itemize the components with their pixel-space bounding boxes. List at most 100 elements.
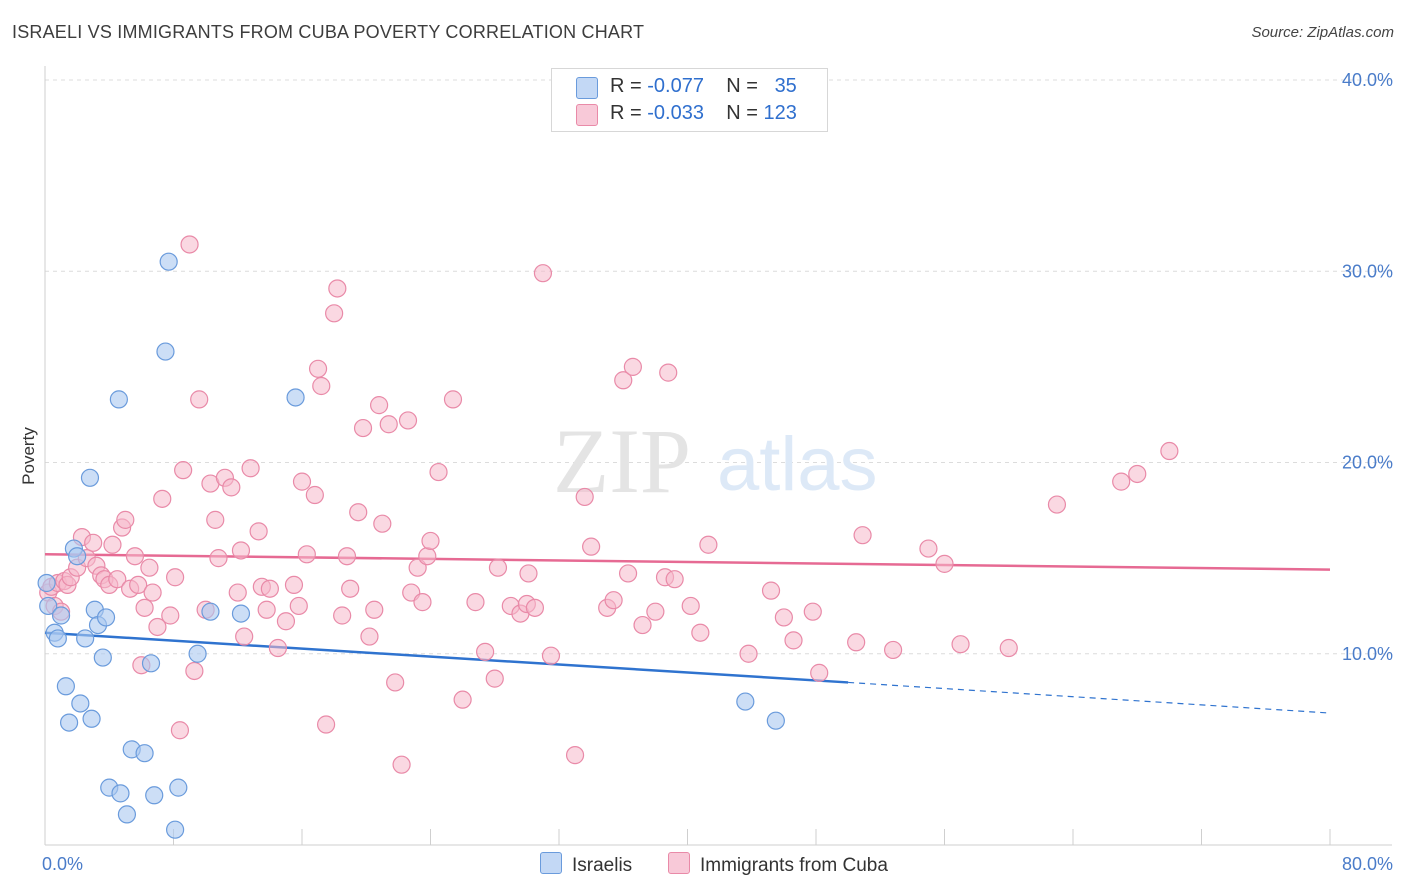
data-point-cuba — [268, 638, 288, 658]
data-point-cuba — [575, 487, 594, 507]
bottom-legend-label-cuba: Immigrants from Cuba — [700, 855, 888, 876]
data-point-cuba — [305, 485, 324, 505]
bottom-legend-israelis: Israelis — [540, 852, 632, 877]
data-point-cuba — [633, 615, 652, 635]
data-point-israelis — [141, 654, 161, 673]
legend-n-label: N = — [726, 75, 758, 97]
data-point-cuba — [249, 522, 268, 541]
legend-swatch-cuba — [576, 104, 598, 126]
data-point-cuba — [360, 627, 379, 646]
data-point-cuba — [665, 570, 684, 589]
data-point-cuba — [108, 570, 127, 589]
data-point-cuba — [999, 638, 1018, 658]
data-point-cuba — [228, 583, 247, 602]
data-point-cuba — [125, 547, 145, 566]
data-point-cuba — [379, 415, 398, 434]
data-point-cuba — [116, 510, 135, 529]
data-point-cuba — [429, 462, 448, 482]
data-point-cuba — [333, 606, 352, 625]
data-point-israelis — [37, 573, 56, 593]
data-point-cuba — [618, 564, 638, 583]
data-point-cuba — [325, 304, 344, 323]
data-point-cuba — [623, 357, 642, 376]
data-point-cuba — [413, 593, 432, 612]
data-point-israelis — [80, 468, 100, 487]
y-tick-label: 40.0% — [1342, 70, 1393, 90]
data-point-cuba — [691, 623, 710, 642]
tick-labels: 10.0% 20.0% 30.0% 40.0% 0.0% 80.0% — [42, 70, 1393, 874]
y-tick-label: 10.0% — [1342, 644, 1393, 664]
data-point-cuba — [659, 363, 678, 382]
data-point-cuba — [784, 631, 803, 650]
source-credit: Source: ZipAtlas.com — [1251, 24, 1394, 41]
data-point-cuba — [373, 514, 392, 533]
data-point-cuba — [241, 459, 260, 478]
data-point-israelis — [201, 602, 220, 621]
data-point-cuba — [129, 575, 148, 595]
data-point-israelis — [76, 629, 95, 648]
data-point-cuba — [166, 568, 185, 587]
data-point-cuba — [370, 396, 389, 415]
y-tick-label: 30.0% — [1342, 261, 1393, 281]
data-point-cuba — [180, 235, 199, 254]
x-tick-label: 0.0% — [42, 854, 83, 874]
chart-title: ISRAELI VS IMMIGRANTS FROM CUBA POVERTY … — [12, 22, 645, 42]
data-point-israelis — [159, 252, 178, 271]
data-point-cuba — [297, 545, 316, 564]
trend-line-israelis — [44, 631, 849, 684]
data-point-cuba — [582, 537, 601, 556]
data-point-cuba — [418, 547, 437, 566]
data-point-israelis — [166, 820, 185, 839]
watermark-zip: ZIP — [553, 410, 691, 512]
data-point-cuba — [222, 478, 241, 497]
data-point-cuba — [541, 646, 561, 665]
legend-r-value: -0.033 — [647, 102, 704, 124]
data-point-cuba — [883, 640, 903, 660]
trend-lines — [44, 553, 1331, 714]
data-point-israelis — [188, 644, 207, 663]
data-point-cuba — [951, 635, 970, 654]
data-point-cuba — [190, 390, 209, 409]
data-point-israelis — [169, 778, 188, 797]
data-point-cuba — [646, 602, 665, 621]
data-point-cuba — [466, 593, 485, 612]
data-point-israelis — [135, 744, 154, 763]
legend-n-value: 123 — [763, 102, 797, 124]
data-point-israelis — [59, 713, 79, 732]
data-point-cuba — [231, 541, 251, 560]
data-point-cuba — [260, 579, 279, 598]
bottom-legend-swatch-cuba — [668, 852, 690, 874]
trend-line-cuba — [44, 553, 1331, 571]
data-point-cuba — [174, 461, 193, 480]
data-point-israelis — [68, 547, 87, 566]
data-point-israelis — [51, 606, 71, 625]
data-point-cuba — [485, 669, 504, 688]
data-point-cuba — [341, 579, 360, 598]
data-point-cuba — [386, 673, 405, 692]
legend-r-value: -0.077 — [647, 75, 704, 97]
y-axis-label: Poverty — [19, 427, 38, 485]
data-point-israelis — [111, 784, 130, 803]
data-point-cuba — [349, 503, 368, 522]
data-point-israelis — [286, 388, 305, 407]
legend-swatch-israelis — [576, 77, 598, 99]
data-point-cuba — [739, 644, 758, 663]
legend-r-label: R = — [610, 102, 642, 124]
watermark: ZIP atlas — [553, 410, 878, 512]
correlation-legend: R = -0.077 N = 35 R = -0.033 N = 123 — [551, 68, 828, 132]
data-point-cuba — [519, 564, 538, 583]
data-point-cuba — [565, 746, 585, 765]
data-point-cuba — [398, 411, 418, 430]
data-point-israelis — [231, 604, 251, 623]
legend-r-label: R = — [610, 75, 642, 97]
data-point-cuba — [185, 661, 204, 681]
watermark-atlas: atlas — [717, 422, 878, 507]
data-point-cuba — [284, 575, 304, 595]
data-point-cuba — [140, 558, 159, 577]
data-point-cuba — [328, 279, 347, 298]
data-point-israelis — [39, 596, 58, 616]
data-point-israelis — [48, 629, 67, 648]
data-point-cuba — [308, 359, 328, 378]
data-point-cuba — [525, 598, 545, 617]
